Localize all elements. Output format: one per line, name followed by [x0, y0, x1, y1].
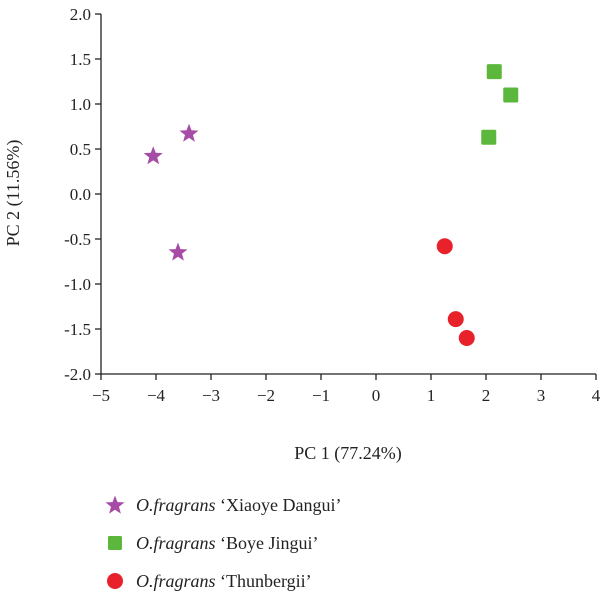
legend-item-xiaoye-dangui: O.fragrans ‘Xiaoye Dangui’	[98, 486, 341, 524]
pca-scatter-chart: −5 −4 −3 −2 −1 0 1 2 3 4 2.0 1.5 1.0 0.5 0.0 -0.5 -1.0 -1…	[3, 5, 600, 464]
legend-label-species: O.fragrans	[136, 570, 216, 591]
y-axis-title: PC 2 (11.56%)	[3, 140, 24, 247]
legend-item-boye-jingui: O.fragrans ‘Boye Jingui’	[98, 524, 341, 562]
x-tick-label: 4	[592, 386, 600, 405]
y-tick-label: -0.5	[64, 230, 91, 249]
x-axis-title: PC 1 (77.24%)	[294, 443, 402, 464]
y-tick-label: 0.0	[70, 185, 91, 204]
data-point-star	[143, 146, 163, 165]
x-tick-label: −5	[92, 386, 110, 405]
circle-icon	[98, 569, 132, 593]
legend-label-species: O.fragrans	[136, 494, 216, 515]
x-tick-label: 3	[537, 386, 546, 405]
y-tick-label: -1.5	[64, 320, 91, 339]
data-point-square	[503, 87, 519, 103]
data-point-star	[168, 242, 188, 261]
y-tick-label: 2.0	[70, 5, 91, 24]
legend-label-species: O.fragrans	[136, 532, 216, 553]
x-tick-label: 1	[427, 386, 436, 405]
y-tick-label: 1.5	[70, 50, 91, 69]
data-point-star	[179, 123, 199, 142]
y-tick-label: -2.0	[64, 365, 91, 384]
x-tick-label: −3	[202, 386, 220, 405]
legend: O.fragrans ‘Xiaoye Dangui’ O.fragrans ‘B…	[98, 486, 341, 600]
x-tick-label: −2	[257, 386, 275, 405]
legend-label-cultivar: ‘Boye Jingui’	[215, 532, 319, 553]
data-point-circle	[436, 238, 453, 255]
x-tick-label: 0	[372, 386, 381, 405]
x-tick-label: −1	[312, 386, 330, 405]
y-tick-label: -1.0	[64, 275, 91, 294]
square-icon	[98, 531, 132, 555]
y-tick-label: 1.0	[70, 95, 91, 114]
y-tick-label: 0.5	[70, 140, 91, 159]
data-point-square	[481, 129, 497, 145]
x-tick-label: −4	[147, 386, 166, 405]
star-icon	[98, 493, 132, 517]
data-point-square	[486, 64, 502, 80]
legend-item-thunbergii: O.fragrans ‘Thunbergii’	[98, 562, 341, 600]
legend-label-cultivar: ‘Xiaoye Dangui’	[215, 494, 342, 515]
data-marks	[143, 64, 519, 346]
x-tick-label: 2	[482, 386, 491, 405]
data-point-circle	[458, 330, 475, 346]
axes: −5 −4 −3 −2 −1 0 1 2 3 4 2.0 1.5 1.0 0.5 0.0 -0.5 -1.0 -1…	[64, 5, 600, 405]
legend-label-cultivar: ‘Thunbergii’	[215, 570, 312, 591]
data-point-circle	[447, 311, 464, 328]
